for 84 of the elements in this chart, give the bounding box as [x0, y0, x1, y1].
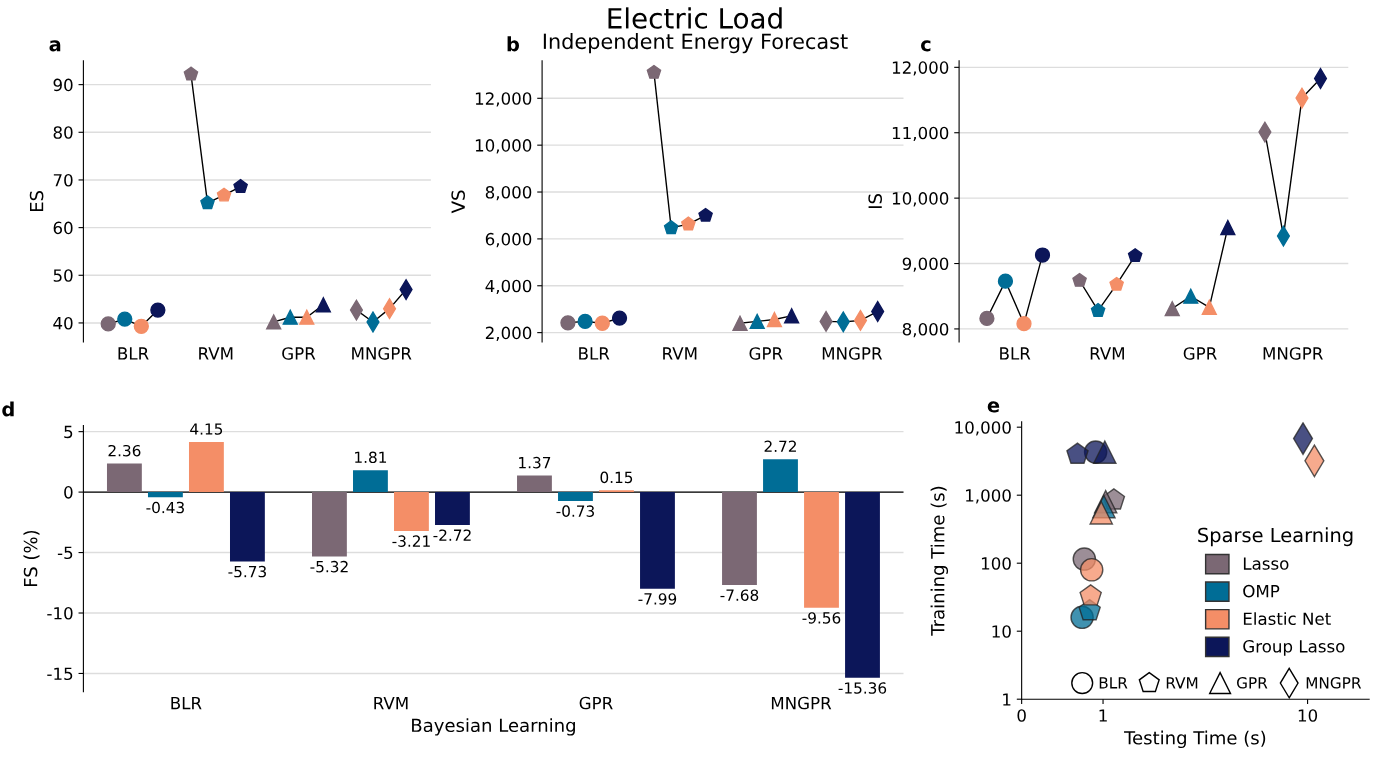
y-axis-title: FS (%) [23, 530, 40, 587]
data-label: -9.56 [802, 612, 841, 624]
x-axis-title: Testing Time (s) [1124, 730, 1266, 749]
data-label: -5.32 [310, 560, 348, 573]
y-tick-label: 8,000 [902, 322, 949, 338]
y-axis-title: IS [868, 194, 883, 209]
chart-subtitle: Independent Energy Forecast [543, 33, 848, 54]
x-tick-label: 1 [1099, 709, 1107, 722]
y-tick-label: 80 [53, 126, 73, 139]
y-tick-label: 12,000 [892, 61, 949, 76]
y-tick-label: -15 [47, 667, 73, 681]
data-label: -7.68 [720, 589, 759, 601]
x-tick-label: GPR [579, 696, 613, 710]
x-tick-label: 0 [1017, 709, 1026, 722]
x-tick-label: GPR [749, 347, 783, 360]
legend-label: Elastic Net [1243, 612, 1331, 626]
data-label: -0.73 [556, 505, 594, 517]
y-tick-label: 0 [64, 486, 73, 499]
y-tick-label: 6,000 [485, 232, 532, 248]
text: e [987, 401, 1000, 413]
y-tick-label: 60 [53, 221, 73, 235]
data-label: -15.36 [838, 682, 887, 694]
x-tick-label: MNGPR [771, 696, 832, 710]
x-tick-label: MNGPR [1263, 347, 1323, 360]
annotation: GPR [1236, 677, 1268, 689]
x-tick-label: BLR [1000, 347, 1031, 360]
y-axis-title: Training Time (s) [930, 486, 949, 636]
data-label: 4.15 [190, 423, 223, 435]
text: c [921, 40, 931, 52]
legend-label: OMP [1243, 584, 1280, 598]
x-tick-label: BLR [118, 347, 149, 360]
y-tick-label: 50 [53, 269, 73, 282]
y-tick-label: 10,000 [475, 139, 532, 154]
y-tick-label: -10 [47, 606, 73, 620]
x-tick-label: BLR [171, 696, 202, 710]
data-label: 2.36 [108, 444, 141, 457]
text: b [507, 36, 520, 52]
y-axis-title: ES [29, 190, 44, 212]
x-axis-title: Bayesian Learning [412, 718, 575, 736]
data-label: -7.99 [638, 593, 677, 605]
y-tick-label: 100 [981, 557, 1011, 570]
text: d [2, 401, 14, 417]
x-tick-label: MNGPR [352, 347, 412, 360]
y-tick-label: 10,000 [892, 192, 949, 207]
x-tick-label: GPR [1183, 347, 1217, 360]
annotation: RVM [1166, 677, 1198, 689]
x-tick-label: GPR [282, 347, 316, 360]
y-tick-label: 70 [53, 173, 73, 187]
x-tick-label: 10 [1298, 709, 1318, 722]
x-tick-label: RVM [1090, 347, 1124, 360]
data-label: 2.72 [764, 440, 796, 452]
annotation: BLR [1099, 677, 1128, 689]
data-label: 1.81 [355, 451, 387, 464]
y-tick-label: 1,000 [966, 489, 1011, 504]
legend-label: Group Lasso [1243, 640, 1345, 656]
data-label: -2.72 [433, 529, 471, 541]
x-tick-label: RVM [663, 347, 697, 360]
y-tick-label: 9,000 [902, 257, 949, 272]
y-tick-label: 4,000 [485, 279, 532, 295]
x-tick-label: BLR [579, 347, 610, 360]
legend-title: Sparse Learning [1198, 527, 1353, 547]
y-tick-label: 10 [992, 625, 1011, 638]
data-label: 0.15 [600, 471, 633, 484]
legend-label: Lasso [1243, 557, 1289, 570]
text: a [49, 40, 61, 52]
data-label: 1.37 [519, 456, 551, 469]
x-tick-label: MNGPR [822, 347, 883, 360]
x-tick-label: RVM [374, 696, 408, 710]
y-tick-label: 90 [53, 78, 73, 92]
data-label: -0.43 [146, 501, 184, 514]
x-tick-label: RVM [199, 347, 233, 360]
y-tick-label: 40 [53, 316, 73, 330]
data-label: -5.73 [228, 565, 266, 578]
y-tick-label: 2,000 [485, 326, 532, 341]
y-tick-label: 11,000 [892, 126, 949, 141]
y-tick-label: 8,000 [485, 185, 532, 201]
y-tick-label: 5 [64, 425, 73, 439]
chart-title: Electric Load [608, 7, 782, 29]
data-label: -3.21 [392, 535, 430, 547]
y-axis-title: VS [451, 190, 466, 214]
y-tick-label: -5 [57, 546, 73, 560]
annotation: MNGPR [1306, 677, 1362, 689]
y-tick-label: 12,000 [475, 92, 532, 107]
y-tick-label: 10,000 [955, 421, 1011, 436]
